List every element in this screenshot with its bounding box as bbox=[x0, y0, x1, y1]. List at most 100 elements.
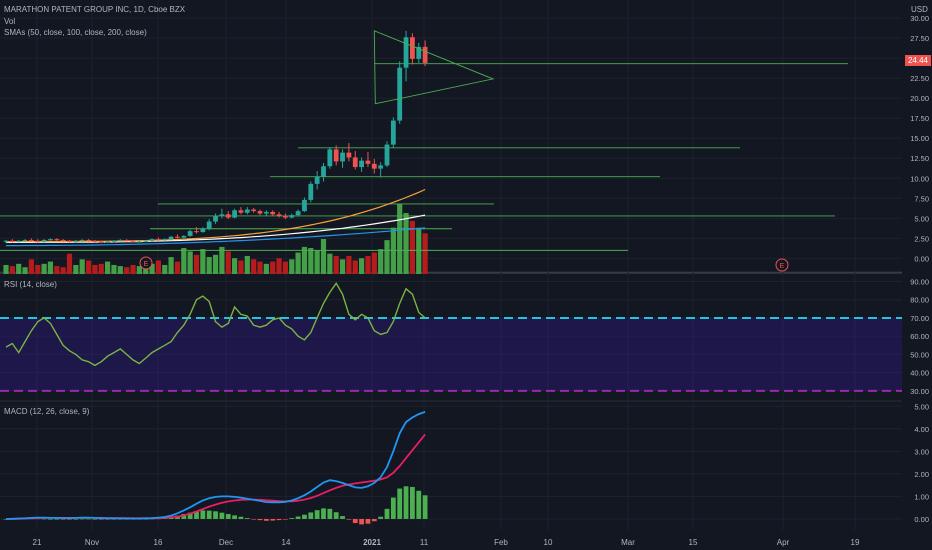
candle[interactable] bbox=[130, 240, 136, 242]
candle[interactable] bbox=[117, 239, 123, 241]
candle[interactable] bbox=[35, 240, 41, 242]
candle[interactable] bbox=[295, 211, 301, 216]
candle[interactable] bbox=[48, 239, 53, 241]
candle[interactable] bbox=[238, 210, 244, 213]
candle[interactable] bbox=[54, 239, 60, 241]
candle[interactable] bbox=[206, 221, 212, 229]
candle[interactable] bbox=[105, 241, 110, 243]
pennant-drawing[interactable] bbox=[373, 30, 495, 105]
rsi-panel[interactable] bbox=[0, 282, 902, 392]
candle[interactable] bbox=[181, 235, 187, 238]
candle[interactable] bbox=[41, 239, 47, 242]
candle[interactable] bbox=[16, 240, 22, 242]
candle[interactable] bbox=[86, 239, 91, 241]
earnings-marker-label: E bbox=[144, 261, 149, 268]
volume-bar bbox=[346, 255, 352, 274]
candle[interactable] bbox=[187, 231, 193, 236]
macd-histogram-bar bbox=[232, 515, 237, 519]
candle[interactable] bbox=[263, 211, 269, 214]
candle[interactable] bbox=[416, 46, 422, 59]
candle[interactable] bbox=[175, 236, 180, 238]
candle[interactable] bbox=[333, 149, 339, 162]
macd-histogram-bar bbox=[105, 518, 110, 520]
candle[interactable] bbox=[422, 46, 428, 63]
macd-histogram-bar bbox=[371, 518, 377, 522]
macd-histogram-bar bbox=[283, 518, 288, 520]
candle[interactable] bbox=[283, 215, 288, 218]
macd-histogram-bar bbox=[390, 497, 396, 519]
candle[interactable] bbox=[98, 241, 104, 243]
candle[interactable] bbox=[390, 120, 396, 145]
candle[interactable] bbox=[3, 240, 9, 242]
candle[interactable] bbox=[194, 231, 199, 233]
candle[interactable] bbox=[289, 215, 295, 218]
candle[interactable] bbox=[9, 240, 15, 242]
candle[interactable] bbox=[162, 239, 168, 241]
candle[interactable] bbox=[225, 214, 231, 218]
candle[interactable] bbox=[321, 166, 326, 177]
candle[interactable] bbox=[60, 239, 66, 241]
candle[interactable] bbox=[67, 240, 72, 242]
macd-panel[interactable] bbox=[3, 411, 428, 525]
x-tick-label: 19 bbox=[851, 538, 860, 547]
candle[interactable] bbox=[308, 183, 314, 200]
candle[interactable] bbox=[276, 214, 282, 216]
macd-histogram-bar bbox=[238, 516, 244, 519]
candle[interactable] bbox=[384, 144, 390, 166]
candle[interactable] bbox=[378, 165, 384, 169]
candle[interactable] bbox=[371, 163, 377, 169]
macd-histogram-bar bbox=[352, 518, 358, 524]
candle[interactable] bbox=[22, 239, 28, 241]
grid bbox=[0, 0, 902, 530]
candle[interactable] bbox=[359, 160, 364, 168]
candle[interactable] bbox=[365, 160, 371, 164]
candle[interactable] bbox=[410, 37, 415, 59]
rsi-label: RSI (14, close) bbox=[4, 280, 57, 289]
candle[interactable] bbox=[124, 239, 130, 241]
candle[interactable] bbox=[79, 239, 85, 241]
candle[interactable] bbox=[219, 214, 225, 216]
candle[interactable] bbox=[232, 210, 237, 218]
earnings-marker-label: E bbox=[780, 263, 785, 270]
candle[interactable] bbox=[352, 157, 358, 168]
candle[interactable] bbox=[136, 241, 142, 243]
volume-bar bbox=[117, 266, 123, 274]
volume-bar bbox=[187, 251, 193, 274]
candle[interactable] bbox=[143, 240, 149, 242]
candle[interactable] bbox=[346, 152, 352, 158]
candle[interactable] bbox=[73, 240, 79, 242]
candle[interactable] bbox=[397, 67, 403, 121]
candle[interactable] bbox=[244, 209, 250, 213]
x-tick-label: Apr bbox=[777, 538, 790, 547]
candle[interactable] bbox=[327, 149, 333, 167]
candle[interactable] bbox=[314, 176, 320, 184]
candle[interactable] bbox=[340, 152, 345, 162]
macd-histogram-bar bbox=[244, 518, 250, 519]
candle[interactable] bbox=[149, 239, 155, 241]
candle[interactable] bbox=[257, 211, 263, 214]
earnings-marker[interactable] bbox=[139, 256, 153, 270]
volume-bar bbox=[3, 264, 9, 274]
candle[interactable] bbox=[111, 240, 117, 242]
macd-histogram-bar bbox=[54, 518, 60, 520]
candle[interactable] bbox=[29, 239, 34, 241]
candle[interactable] bbox=[270, 211, 276, 215]
earnings-marker[interactable] bbox=[775, 258, 789, 272]
chart-title: MARATHON PATENT GROUP INC, 1D, Cboe BZX bbox=[4, 5, 186, 14]
candle[interactable] bbox=[403, 37, 409, 68]
volume-bar bbox=[149, 263, 155, 274]
candle[interactable] bbox=[213, 215, 218, 222]
volume-bar bbox=[308, 248, 314, 274]
candle[interactable] bbox=[168, 236, 174, 240]
candle[interactable] bbox=[251, 209, 257, 212]
candle[interactable] bbox=[156, 239, 161, 241]
volume-bar bbox=[54, 266, 60, 274]
candle[interactable] bbox=[92, 240, 98, 242]
candle[interactable] bbox=[302, 199, 307, 212]
price-tick-label: 22.50 bbox=[910, 74, 929, 83]
price-tick-label: 27.50 bbox=[910, 34, 929, 43]
candle[interactable] bbox=[200, 228, 206, 232]
volume-bar bbox=[47, 261, 54, 274]
